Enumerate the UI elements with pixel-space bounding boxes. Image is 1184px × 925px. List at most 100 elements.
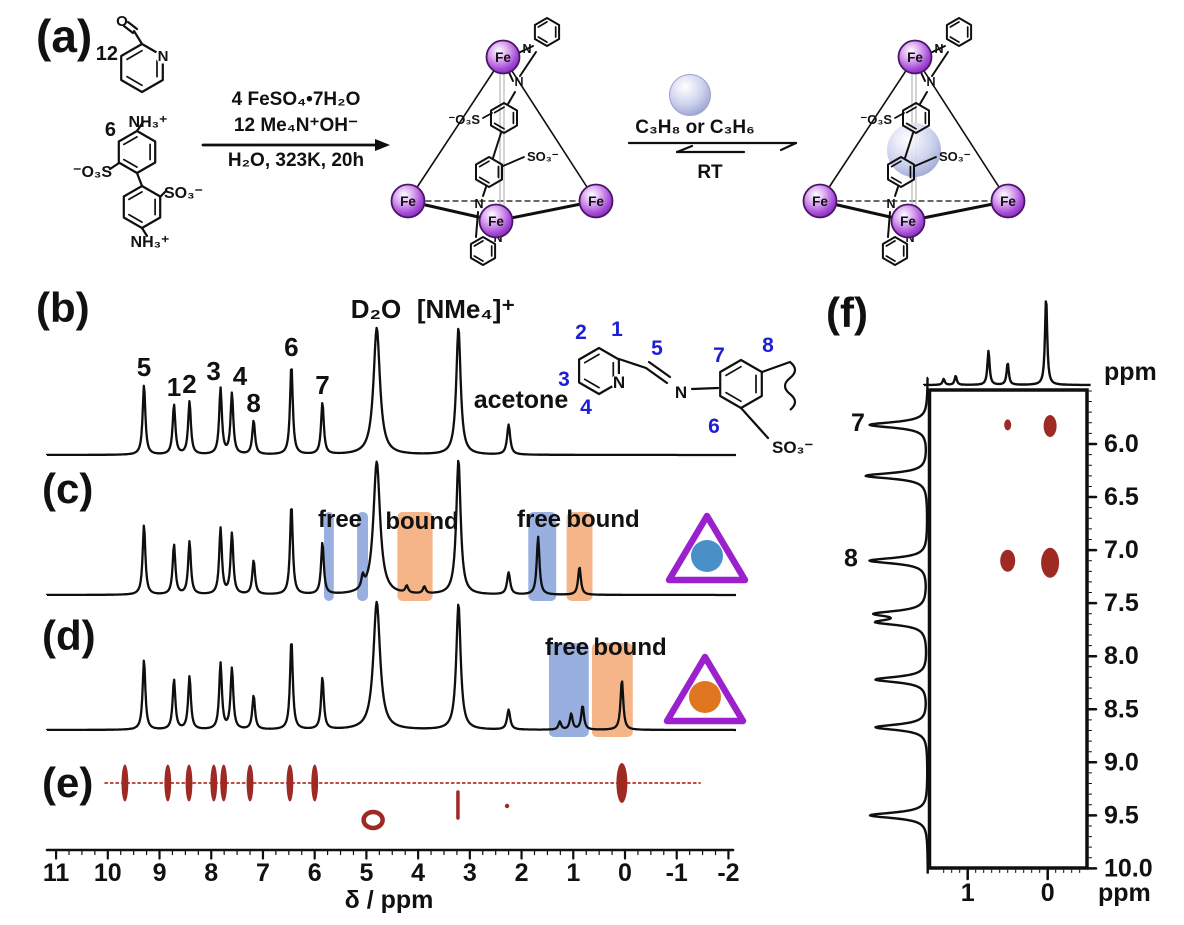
ring-double-bond xyxy=(126,75,143,87)
f2-axis-unit: ppm xyxy=(1098,879,1151,907)
ring-double-bond xyxy=(128,213,143,223)
ammonium-bond xyxy=(140,226,149,238)
fe-label: Fe xyxy=(900,214,916,229)
arrowhead xyxy=(375,139,390,151)
f1-tick-label: 10.0 xyxy=(1104,854,1153,882)
row-label-8: 8 xyxy=(844,545,858,573)
panel-label-a: (a) xyxy=(36,10,92,62)
inset-number-7: 7 xyxy=(713,344,725,367)
ring-double-bond xyxy=(583,378,600,389)
py-imine-bond xyxy=(519,51,537,77)
tetrahedron-edge xyxy=(502,56,597,202)
sulfonate-bond xyxy=(739,406,770,440)
ligand-inset-structure xyxy=(577,346,797,440)
axis-tick-label: 5 xyxy=(359,859,373,887)
ring-double-bond xyxy=(473,255,484,262)
cage-pyridine-n: N xyxy=(522,42,531,56)
ring-double-bond xyxy=(473,240,484,247)
free-label-d: free xyxy=(545,634,589,661)
inset-pyridine-N: N xyxy=(613,373,625,392)
imine-cn xyxy=(644,366,669,385)
imine-bond xyxy=(482,186,487,197)
fe-label: Fe xyxy=(488,214,504,229)
panel-e-spot-row xyxy=(104,763,701,831)
n-atom-backing xyxy=(611,374,627,390)
py-imine-bond xyxy=(887,211,891,238)
biaryl-bond xyxy=(135,171,144,188)
peak-label-2: 2 xyxy=(182,369,196,399)
top-pyridine-ring xyxy=(533,17,561,47)
f1-tick-label: 8.5 xyxy=(1104,695,1139,723)
ring-spot xyxy=(361,809,385,831)
ring-double-bond xyxy=(537,36,548,43)
free-highlight-bar xyxy=(324,512,334,601)
ring-double-bond xyxy=(725,365,742,377)
f1-tick-label: 7.0 xyxy=(1104,536,1139,564)
ring-double-bond xyxy=(123,158,138,168)
ring-double-bond xyxy=(128,191,143,201)
inset-number-5: 5 xyxy=(651,337,663,360)
cage-pyridine-n: N xyxy=(934,42,943,56)
cross-peak xyxy=(1041,547,1060,578)
bottom-pyridine-ring xyxy=(881,236,909,266)
cross-peak xyxy=(1004,419,1012,431)
f1-axis-unit: ppm xyxy=(1104,358,1157,386)
sulfonate-bond xyxy=(894,112,905,119)
row-label-7: 7 xyxy=(851,409,865,437)
panel-label-f: (f) xyxy=(826,289,868,336)
n-aryl-bond xyxy=(690,386,720,391)
correlation-spot xyxy=(220,764,228,802)
cage-imine-n: N xyxy=(474,197,483,211)
conditions-line2: 12 Me₄N⁺OH⁻ xyxy=(234,115,358,136)
panel-c-spectrum xyxy=(45,459,749,601)
wavy-bond xyxy=(761,360,797,411)
peak-label-8: 8 xyxy=(246,388,260,418)
peak-label-1: 1 xyxy=(167,372,181,402)
ligand-ring-bottom xyxy=(887,156,915,188)
ring-double-bond xyxy=(478,160,490,168)
n-atom-backing xyxy=(155,48,171,64)
top-pyridine-ring xyxy=(945,17,973,47)
axis-tick-label: 9 xyxy=(153,859,167,887)
py-imine-bond xyxy=(475,211,479,238)
dot-spot xyxy=(504,803,510,809)
panel-label-e: (e) xyxy=(42,759,93,806)
cho-bond xyxy=(132,29,144,46)
co-double-bond xyxy=(126,20,139,31)
co-bond xyxy=(122,24,135,35)
ppm-axis: 11 10 9 8 7 6 5 4 3 2 1 0 -1 -2δ / ppm xyxy=(43,848,740,914)
ligand-ring-top xyxy=(490,102,518,134)
ligand-ring-bottom xyxy=(475,156,503,188)
ammonium-bottom-label: NH₃⁺ xyxy=(131,234,170,251)
bound-label-c2: bound xyxy=(566,506,639,533)
fe-label: Fe xyxy=(1000,194,1016,209)
correlation-spot xyxy=(616,763,628,803)
nmr-trace-d xyxy=(45,600,737,732)
guest-sphere xyxy=(887,123,941,177)
ring-double-bond xyxy=(885,240,896,247)
cage-triangle-icon xyxy=(665,512,749,584)
imine-cn-double xyxy=(647,360,672,379)
f1-tick-label: 6.0 xyxy=(1104,430,1139,458)
solvent-label: D₂O xyxy=(351,294,402,324)
peak-label-6: 6 xyxy=(284,332,298,362)
cage-sulfonate-right: SO₃⁻ xyxy=(939,149,971,164)
panel-label-b: (b) xyxy=(36,284,90,331)
imine-bond xyxy=(507,91,516,105)
fe-sphere xyxy=(390,183,426,219)
cage-sulfonate-right: SO₃⁻ xyxy=(527,149,559,164)
cross-peak xyxy=(1043,415,1057,437)
panel-label-c: (c) xyxy=(42,465,93,512)
cage-triangle-icon xyxy=(663,653,747,725)
ring-double-bond xyxy=(890,176,902,184)
guest-sphere xyxy=(669,74,711,116)
ligand-ring-top xyxy=(902,102,930,134)
propane-guest-icon xyxy=(689,681,721,713)
axis-tick-label: 8 xyxy=(204,859,218,887)
cross-peak xyxy=(1000,549,1016,572)
free-highlight-bar xyxy=(549,643,589,737)
fe-sphere xyxy=(990,183,1026,219)
ammonium-top-label: NH₃⁺ xyxy=(129,114,168,131)
f1-projection-trace xyxy=(864,376,929,875)
